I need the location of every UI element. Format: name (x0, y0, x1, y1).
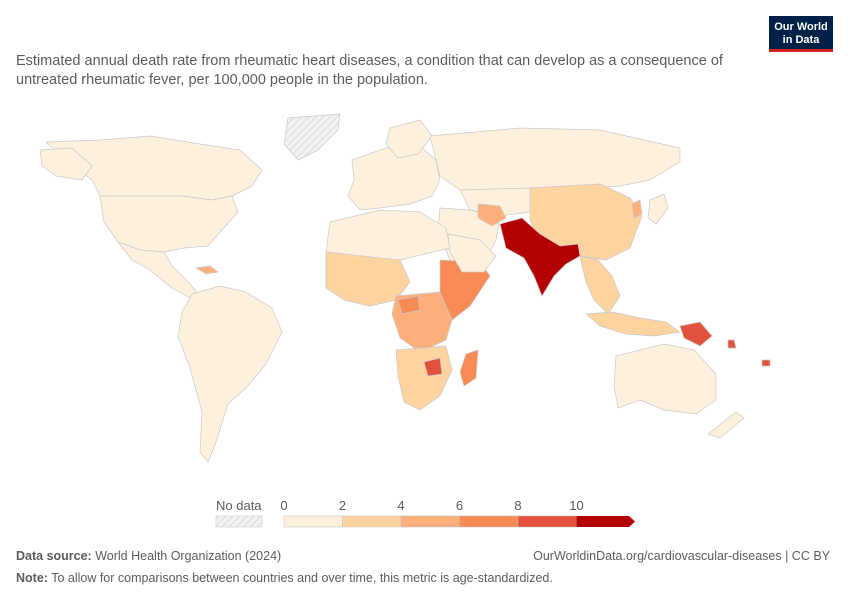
region-zimbabwe[interactable] (423, 357, 443, 377)
footer-source-value[interactable]: World Health Organization (2024) (95, 549, 282, 563)
region-west-africa[interactable] (325, 251, 411, 307)
region-papua-new-guinea[interactable] (679, 321, 713, 347)
region-caribbean[interactable] (195, 265, 219, 275)
legend-no-data-swatch[interactable] (215, 515, 263, 528)
world-map-svg (39, 113, 771, 463)
footer-source-label: Data source: (16, 549, 92, 563)
region-korea[interactable] (631, 199, 643, 219)
region-scandinavia[interactable] (385, 119, 433, 159)
legend-bin[interactable] (517, 515, 577, 528)
region-greenland[interactable] (283, 113, 341, 161)
legend-bin[interactable] (576, 516, 636, 527)
region-afghanistan[interactable] (477, 203, 507, 227)
logo-line-2: in Data (782, 34, 820, 46)
owid-logo[interactable]: Our World in Data (769, 16, 833, 52)
region-pacific-islands[interactable] (727, 339, 771, 367)
legend-tick-label: 2 (339, 498, 346, 513)
legend-no-data-label: No data (216, 498, 262, 513)
chart-subtitle: Estimated annual death rate from rheumat… (16, 53, 723, 88)
region-japan[interactable] (647, 193, 669, 225)
legend-tick-label: 8 (514, 498, 521, 513)
region-south-america[interactable] (177, 285, 283, 463)
region-new-zealand[interactable] (707, 411, 745, 439)
region-southeast-asia[interactable] (579, 255, 621, 315)
region-europe[interactable] (347, 145, 441, 211)
region-alaska[interactable] (39, 147, 93, 181)
footer-source: Data source: World Health Organization (… (16, 549, 281, 563)
region-southern-africa[interactable] (395, 345, 453, 411)
region-madagascar[interactable] (459, 349, 479, 387)
map-legend: No data 0 2 4 6 8 10 (210, 496, 650, 536)
legend-tick-label: 10 (569, 498, 583, 513)
legend-tick-label: 4 (397, 498, 404, 513)
legend-tick-label: 0 (280, 498, 287, 513)
logo-line-1: Our World (774, 21, 828, 33)
region-arabia[interactable] (447, 233, 497, 273)
region-central-africa-hotspot[interactable] (397, 295, 421, 315)
region-south-asia[interactable] (499, 217, 581, 297)
legend-svg: No data 0 2 4 6 8 10 (215, 498, 636, 528)
footer-note-value: To allow for comparisons between countri… (51, 571, 553, 585)
region-indonesia[interactable] (585, 311, 681, 337)
legend-bin[interactable] (342, 515, 402, 528)
world-map (0, 100, 850, 500)
legend-bin[interactable] (283, 515, 343, 528)
legend-tick-label: 6 (456, 498, 463, 513)
footer-note-label: Note: (16, 571, 48, 585)
footer-url[interactable]: OurWorldinData.org/cardiovascular-diseas… (533, 549, 830, 563)
region-russia[interactable] (429, 127, 681, 193)
legend-bin[interactable] (400, 515, 460, 528)
region-australia[interactable] (613, 343, 717, 415)
legend-bin[interactable] (459, 515, 519, 528)
footer-note: Note: To allow for comparisons between c… (16, 571, 553, 585)
